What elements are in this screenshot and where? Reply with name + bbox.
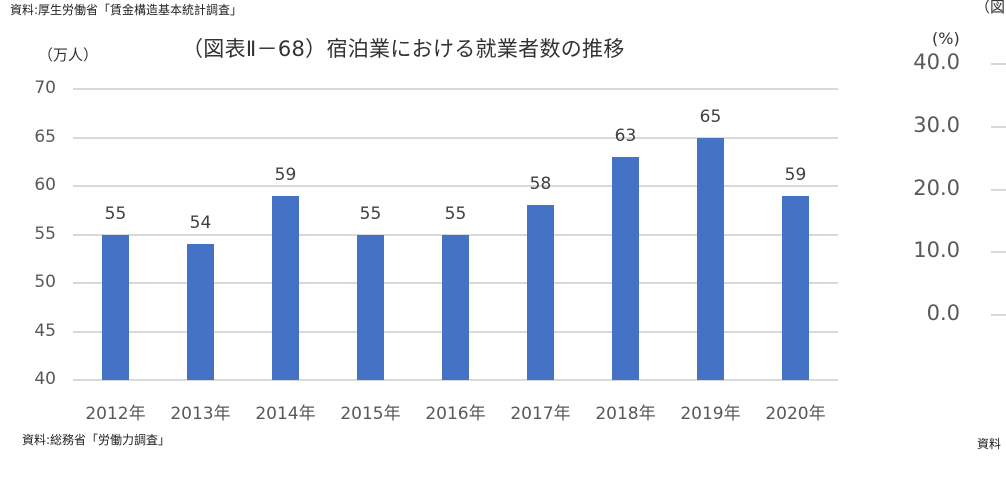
bar xyxy=(527,205,554,380)
data-label: 55 xyxy=(104,203,127,224)
partial-gridline xyxy=(991,314,1006,316)
y-axis-unit-label: （万人） xyxy=(38,46,99,64)
data-label: 59 xyxy=(784,164,807,185)
data-label: 63 xyxy=(614,125,637,146)
gridline xyxy=(73,136,838,139)
data-label: 65 xyxy=(699,106,722,127)
x-tick-label: 2012年 xyxy=(85,404,146,424)
chart-title: （図表Ⅱ－68）宿泊業における就業者数の推移 xyxy=(182,37,625,61)
partial-gridline xyxy=(991,125,1006,128)
x-tick-label: 2015年 xyxy=(340,404,401,424)
partial-y-tick-label: 0.0 xyxy=(926,301,960,325)
source-note-top: 資料:厚生労働省「賃金構造基本統計調査」 xyxy=(10,3,243,17)
bar xyxy=(102,234,129,380)
source-note-bottom: 資料:総務省「労働力調査」 xyxy=(22,433,171,447)
x-tick-label: 2019年 xyxy=(680,404,741,424)
x-tick-label: 2016年 xyxy=(425,404,486,424)
x-tick-label: 2018年 xyxy=(595,404,656,424)
y-tick-label: 65 xyxy=(34,126,56,147)
x-tick-label: 2013年 xyxy=(170,404,231,424)
y-tick-label: 40 xyxy=(34,369,56,389)
partial-y-axis-unit: (%) xyxy=(932,29,960,48)
partial-y-tick-label: 20.0 xyxy=(913,175,960,200)
y-tick-label: 70 xyxy=(34,78,56,98)
partial-chart-title: （図 xyxy=(975,0,1006,16)
bar xyxy=(357,234,384,380)
bar xyxy=(272,195,299,380)
data-label: 58 xyxy=(529,174,552,195)
gridline xyxy=(73,88,838,90)
data-label: 54 xyxy=(189,213,212,234)
partial-source-note: 資料 xyxy=(977,437,1002,451)
y-tick-label: 45 xyxy=(34,320,56,341)
bar xyxy=(612,156,639,380)
data-label: 55 xyxy=(359,203,382,224)
partial-gridline xyxy=(991,188,1006,191)
partial-gridline xyxy=(991,251,1006,254)
partial-y-tick-label: 30.0 xyxy=(913,112,960,137)
data-label: 59 xyxy=(274,164,297,185)
y-tick-label: 55 xyxy=(34,223,56,244)
gridline xyxy=(73,185,838,187)
y-tick-label: 50 xyxy=(34,272,56,292)
partial-y-tick-label: 10.0 xyxy=(913,238,960,263)
bar xyxy=(782,195,809,380)
bar xyxy=(697,137,724,380)
bar xyxy=(442,234,469,380)
x-tick-label: 2020年 xyxy=(765,404,826,424)
x-tick-label: 2014年 xyxy=(255,404,316,424)
bar xyxy=(187,244,214,380)
data-label: 55 xyxy=(444,203,467,224)
partial-gridline xyxy=(991,63,1006,65)
x-tick-label: 2017年 xyxy=(510,404,571,424)
gridline xyxy=(73,379,838,381)
y-tick-label: 60 xyxy=(34,175,56,195)
partial-y-tick-label: 40.0 xyxy=(913,50,960,74)
